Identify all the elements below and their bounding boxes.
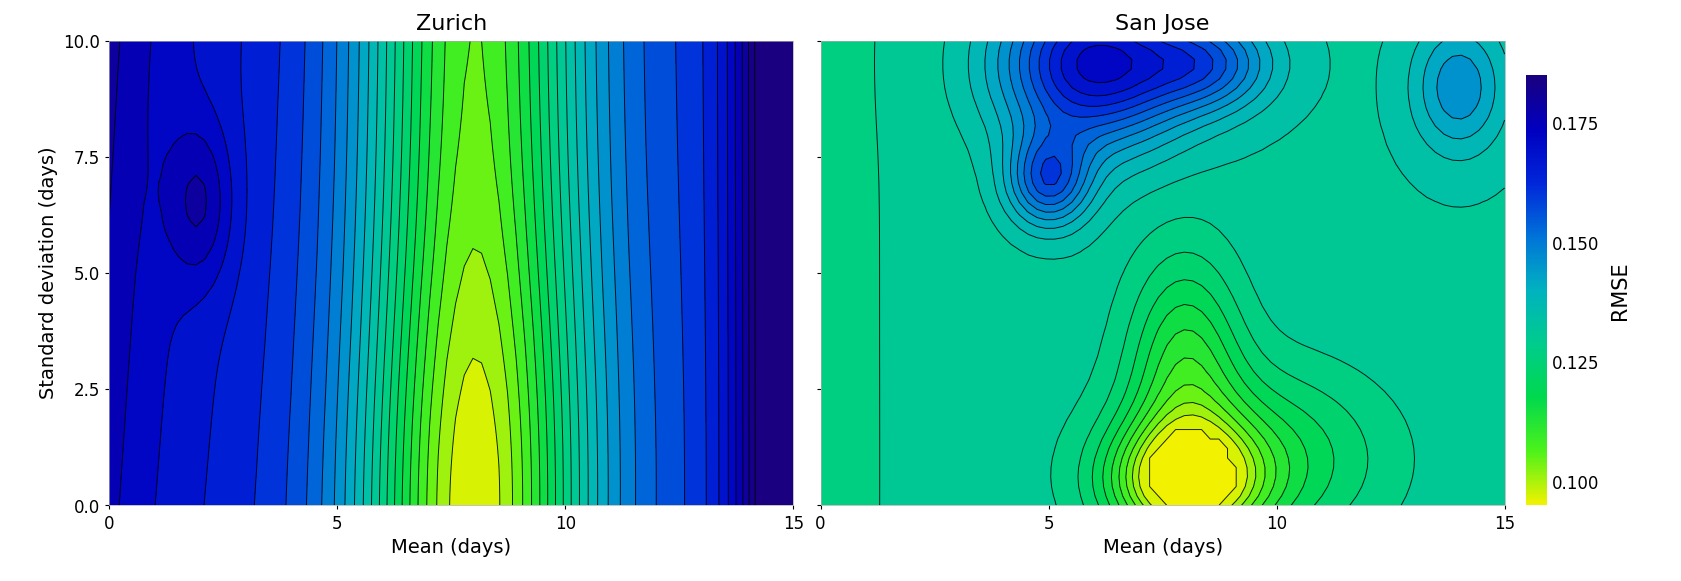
- Y-axis label: RMSE: RMSE: [1610, 261, 1631, 320]
- X-axis label: Mean (days): Mean (days): [392, 538, 511, 557]
- Y-axis label: Standard deviation (days): Standard deviation (days): [39, 147, 57, 399]
- Title: San Jose: San Jose: [1115, 13, 1210, 34]
- Title: Zurich: Zurich: [415, 13, 487, 34]
- X-axis label: Mean (days): Mean (days): [1103, 538, 1222, 557]
